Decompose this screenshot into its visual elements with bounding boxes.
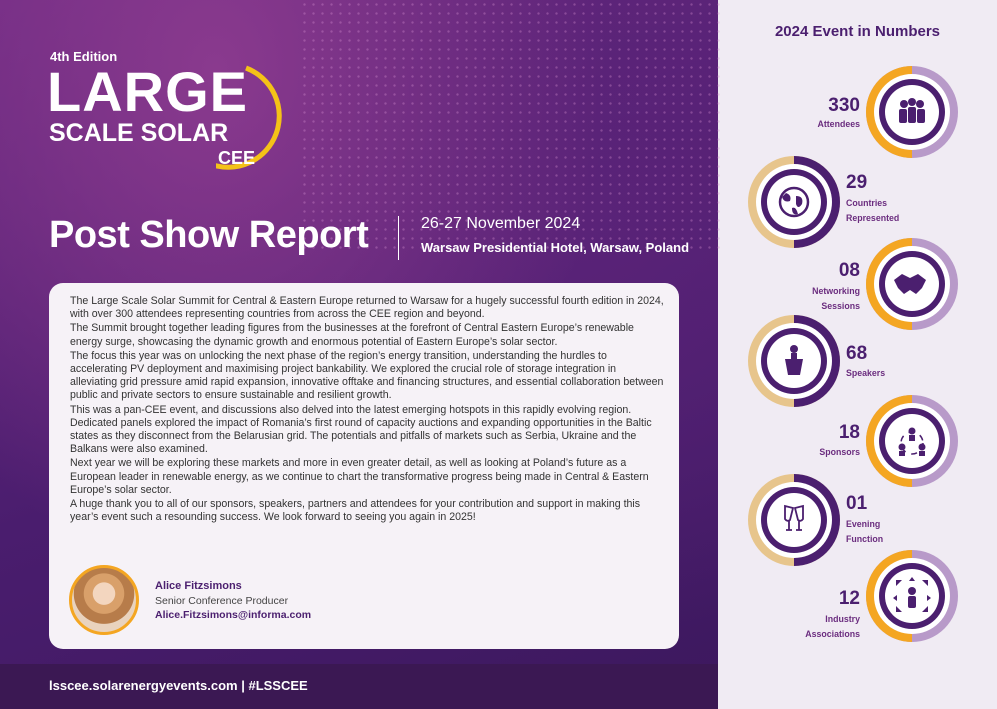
network-people-stat-ring xyxy=(866,395,958,487)
paragraph: This was a pan-CEE event, and discussion… xyxy=(70,403,652,456)
edition-label: 4th Edition xyxy=(50,49,118,64)
footer-link[interactable]: lsscee.solarenergyevents.com | #LSSCEE xyxy=(49,678,308,693)
logo-scale-solar: SCALE SOLAR xyxy=(49,119,229,147)
signature-name: Alice Fitzsimons xyxy=(155,580,242,592)
logo-cee: CEE xyxy=(218,148,256,168)
stat-value: 01 xyxy=(846,493,868,514)
event-date: 26-27 November 2024 xyxy=(421,215,581,232)
handshake-icon xyxy=(894,274,926,294)
paragraph: The Summit brought together leading figu… xyxy=(70,322,634,348)
stat-value: 68 xyxy=(846,343,868,364)
champagne-stat-ring xyxy=(748,474,840,566)
expand-person-icon xyxy=(893,577,931,612)
logo-large: LARGE xyxy=(47,60,248,123)
paragraph: The Large Scale Solar Summit for Central… xyxy=(70,295,664,321)
globe-icon xyxy=(778,186,810,218)
paragraph: Next year we will be exploring these mar… xyxy=(70,457,649,496)
expand-person-stat-ring xyxy=(866,550,958,642)
stat-value: 330 xyxy=(828,95,860,116)
stat-label: Industry Associations xyxy=(805,614,860,639)
stat-value: 18 xyxy=(838,422,860,443)
event-venue: Warsaw Presidential Hotel, Warsaw, Polan… xyxy=(421,240,690,255)
stat-label: Sponsors xyxy=(819,447,860,457)
handshake-stat-ring xyxy=(866,238,958,330)
stat-label: Networking Sessions xyxy=(812,286,860,311)
stat-label: Attendees xyxy=(817,119,860,129)
champagne-icon xyxy=(784,504,804,531)
speaker-podium-stat-ring xyxy=(748,315,840,407)
network-people-icon xyxy=(898,427,926,456)
people-stat-ring xyxy=(866,66,958,158)
paragraph: A huge thank you to all of our sponsors,… xyxy=(70,498,641,524)
dot-pattern xyxy=(300,0,720,250)
stat-label: Evening Function xyxy=(846,519,884,544)
page-title: Post Show Report xyxy=(49,214,369,256)
avatar xyxy=(69,565,139,635)
report-text: The Large Scale Solar Summit for Central… xyxy=(70,295,665,525)
footer-bar: lsscee.solarenergyevents.com | #LSSCEE xyxy=(0,664,718,709)
signature-role: Senior Conference Producer xyxy=(155,595,289,607)
stat-value: 12 xyxy=(838,588,860,609)
logo-arc-icon xyxy=(216,65,282,170)
stat-label: Countries Represented xyxy=(846,198,900,223)
people-icon xyxy=(899,98,925,123)
stat-label: Speakers xyxy=(846,368,886,378)
report-card xyxy=(49,283,679,649)
title-divider xyxy=(398,216,399,260)
globe-stat-ring xyxy=(748,156,840,248)
speaker-podium-icon xyxy=(785,345,803,375)
stat-value: 08 xyxy=(838,260,860,281)
stats-title: 2024 Event in Numbers xyxy=(774,23,941,40)
paragraph: The focus this year was on unlocking the… xyxy=(70,349,664,402)
stat-value: 29 xyxy=(846,172,868,193)
signature-email[interactable]: Alice.Fitzsimons@informa.com xyxy=(155,609,312,621)
